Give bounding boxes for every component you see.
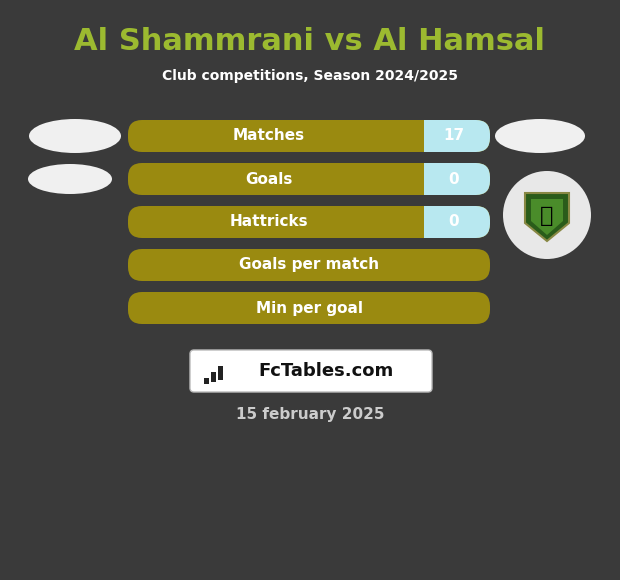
Text: 15 february 2025: 15 february 2025 bbox=[236, 408, 384, 422]
Text: Goals: Goals bbox=[246, 172, 293, 187]
FancyBboxPatch shape bbox=[128, 163, 490, 195]
Ellipse shape bbox=[28, 164, 112, 194]
Text: 17: 17 bbox=[443, 129, 464, 143]
FancyBboxPatch shape bbox=[190, 350, 432, 392]
FancyBboxPatch shape bbox=[410, 206, 490, 238]
Text: Matches: Matches bbox=[233, 129, 305, 143]
Text: 0: 0 bbox=[449, 215, 459, 230]
Bar bbox=[218, 366, 223, 380]
FancyBboxPatch shape bbox=[128, 206, 490, 238]
Text: Goals per match: Goals per match bbox=[239, 258, 379, 273]
Text: FcTables.com: FcTables.com bbox=[259, 362, 394, 380]
FancyBboxPatch shape bbox=[410, 163, 490, 195]
Bar bbox=[410, 163, 424, 195]
Polygon shape bbox=[531, 199, 563, 235]
Text: 🦅: 🦅 bbox=[540, 206, 554, 226]
Bar bbox=[410, 206, 424, 238]
Bar bbox=[204, 378, 209, 384]
Text: Hattricks: Hattricks bbox=[229, 215, 308, 230]
Text: Al Shammrani vs Al Hamsal: Al Shammrani vs Al Hamsal bbox=[74, 27, 546, 56]
Polygon shape bbox=[525, 193, 569, 241]
Text: Min per goal: Min per goal bbox=[255, 300, 363, 316]
Bar bbox=[211, 372, 216, 382]
FancyBboxPatch shape bbox=[128, 120, 490, 152]
Text: Club competitions, Season 2024/2025: Club competitions, Season 2024/2025 bbox=[162, 69, 458, 83]
Text: 0: 0 bbox=[449, 172, 459, 187]
FancyBboxPatch shape bbox=[128, 292, 490, 324]
Circle shape bbox=[503, 171, 591, 259]
Ellipse shape bbox=[495, 119, 585, 153]
Ellipse shape bbox=[29, 119, 121, 153]
FancyBboxPatch shape bbox=[410, 120, 490, 152]
Bar bbox=[410, 120, 424, 152]
FancyBboxPatch shape bbox=[128, 249, 490, 281]
